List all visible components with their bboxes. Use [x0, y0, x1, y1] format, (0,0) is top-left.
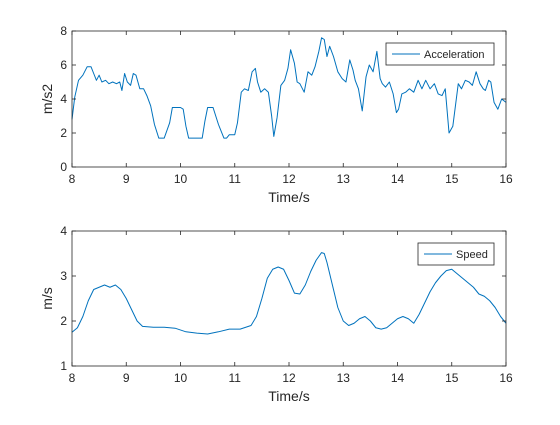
- x-tick-label: 16: [499, 172, 513, 186]
- legend: Acceleration: [385, 42, 495, 66]
- x-tick-label: 16: [499, 371, 513, 385]
- series-line: [71, 252, 507, 335]
- x-tick-label: 12: [282, 371, 296, 385]
- y-tick-label: 4: [60, 224, 67, 238]
- legend-box: [385, 42, 495, 66]
- x-axis-label: Time/s: [268, 388, 309, 404]
- y-tick-label: 1: [60, 359, 67, 373]
- x-tick-label: 8: [69, 172, 76, 186]
- y-tick-label: 2: [60, 314, 67, 328]
- y-tick-label: 3: [60, 269, 67, 283]
- x-tick-label: 11: [229, 371, 242, 385]
- x-tick-label: 9: [123, 371, 130, 385]
- x-tick-label: 9: [123, 172, 130, 186]
- y-tick-label: 6: [60, 58, 67, 72]
- x-tick-label: 10: [174, 371, 188, 385]
- x-tick-label: 8: [69, 371, 76, 385]
- legend-entry: Speed: [456, 249, 488, 261]
- x-tick-label: 14: [391, 371, 405, 385]
- x-tick-label: 12: [282, 172, 296, 186]
- y-tick-label: 2: [60, 126, 67, 140]
- x-tick-label: 11: [229, 172, 242, 186]
- subplot-1: 8 9 10 11 12 13 14 15 16 0 2 4 6 8 Time/s m/s2 Accelerat…: [39, 24, 513, 205]
- legend-entry: Acceleration: [424, 49, 485, 61]
- legend-box: [417, 242, 495, 266]
- x-tick-label: 14: [391, 172, 405, 186]
- y-tick-label: 4: [60, 92, 67, 106]
- y-axis-label: m/s2: [39, 84, 55, 115]
- series-line: [71, 37, 507, 139]
- x-axis-label: Time/s: [268, 189, 309, 205]
- y-tick-label: 8: [60, 24, 67, 38]
- x-tick-label: 15: [445, 172, 459, 186]
- x-tick-label: 15: [445, 371, 459, 385]
- x-tick-label: 10: [174, 172, 188, 186]
- legend: Speed: [417, 242, 495, 266]
- y-axis-label: m/s: [39, 287, 55, 310]
- x-tick-label: 13: [337, 172, 351, 186]
- y-tick-label: 0: [60, 160, 67, 174]
- x-tick-label: 13: [337, 371, 351, 385]
